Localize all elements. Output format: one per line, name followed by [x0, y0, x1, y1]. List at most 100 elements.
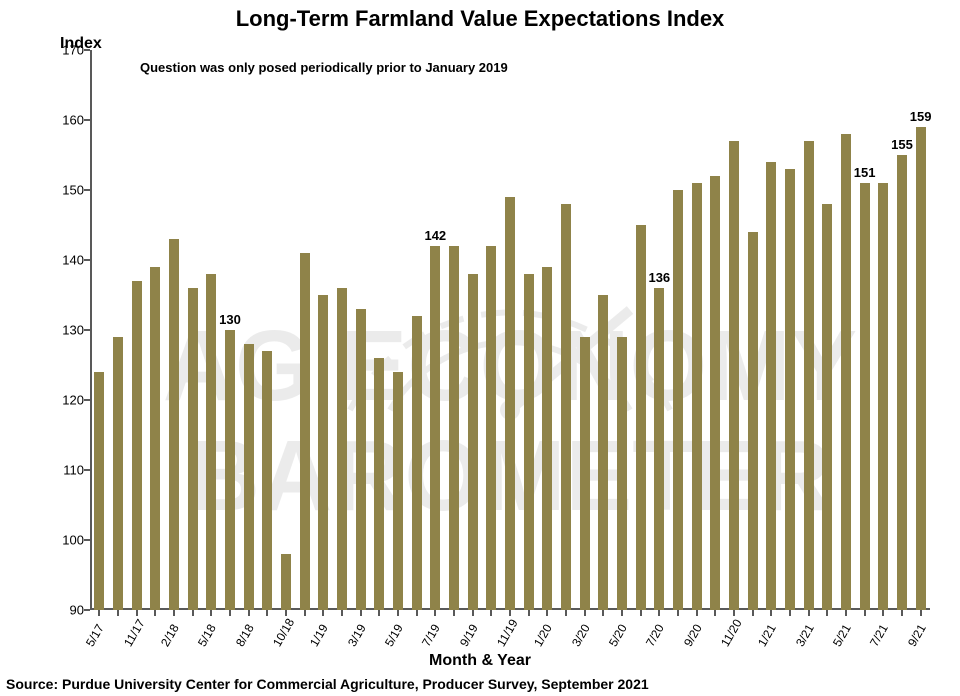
x-tick-mark	[845, 610, 847, 616]
x-tick-label: 1/21	[755, 622, 779, 649]
x-tick-label: 5/20	[606, 622, 630, 649]
bar	[188, 288, 198, 610]
x-tick-mark	[546, 610, 548, 616]
y-tick-mark	[84, 119, 90, 121]
x-tick-label: 9/20	[681, 622, 705, 649]
x-tick-mark	[621, 610, 623, 616]
x-tick-label: 3/20	[569, 622, 593, 649]
x-tick-mark	[714, 610, 716, 616]
x-tick-mark	[696, 610, 698, 616]
bar	[281, 554, 291, 610]
x-tick-mark	[248, 610, 250, 616]
x-tick-mark	[453, 610, 455, 616]
y-tick-mark	[84, 609, 90, 611]
x-axis-title: Month & Year	[0, 652, 960, 670]
bar	[916, 127, 926, 610]
x-tick-mark	[920, 610, 922, 616]
x-tick-mark	[154, 610, 156, 616]
x-tick-label: 7/21	[867, 622, 891, 649]
x-tick-mark	[98, 610, 100, 616]
x-tick-mark	[528, 610, 530, 616]
y-tick-mark	[84, 469, 90, 471]
x-tick-mark	[378, 610, 380, 616]
x-tick-mark	[117, 610, 119, 616]
x-tick-label: 7/20	[643, 622, 667, 649]
bar	[430, 246, 440, 610]
bar-value-label: 142	[424, 228, 446, 243]
bar	[318, 295, 328, 610]
x-tick-mark	[677, 610, 679, 616]
bar	[505, 197, 515, 610]
x-tick-mark	[509, 610, 511, 616]
bar	[132, 281, 142, 610]
y-tick-mark	[84, 399, 90, 401]
x-tick-mark	[285, 610, 287, 616]
x-tick-mark	[752, 610, 754, 616]
y-tick-label: 90	[70, 603, 84, 618]
bar	[374, 358, 384, 610]
x-tick-label: 10/18	[270, 616, 297, 649]
bar	[766, 162, 776, 610]
x-tick-label: 1/19	[307, 622, 331, 649]
y-tick-mark	[84, 189, 90, 191]
x-tick-label: 9/21	[905, 622, 929, 649]
x-tick-mark	[882, 610, 884, 616]
bar-value-label: 151	[854, 165, 876, 180]
chart-title: Long-Term Farmland Value Expectations In…	[0, 6, 960, 32]
bar	[244, 344, 254, 610]
x-tick-label: 1/20	[531, 622, 555, 649]
x-tick-label: 5/18	[195, 622, 219, 649]
y-tick-label: 170	[62, 43, 84, 58]
bar	[206, 274, 216, 610]
x-tick-label: 5/21	[830, 622, 854, 649]
x-tick-label: 7/19	[419, 622, 443, 649]
x-tick-mark	[901, 610, 903, 616]
bar	[673, 190, 683, 610]
x-tick-mark	[770, 610, 772, 616]
x-tick-mark	[360, 610, 362, 616]
bar	[561, 204, 571, 610]
bar	[598, 295, 608, 610]
bar	[748, 232, 758, 610]
bar	[337, 288, 347, 610]
bar	[393, 372, 403, 610]
bar	[654, 288, 664, 610]
x-tick-label: 8/18	[233, 622, 257, 649]
y-tick-mark	[84, 539, 90, 541]
x-tick-mark	[490, 610, 492, 616]
x-tick-mark	[416, 610, 418, 616]
bar	[412, 316, 422, 610]
bar	[692, 183, 702, 610]
bar	[804, 141, 814, 610]
bar	[449, 246, 459, 610]
x-tick-mark	[304, 610, 306, 616]
bar	[262, 351, 272, 610]
chart-source: Source: Purdue University Center for Com…	[6, 676, 649, 692]
x-tick-label: 11/17	[121, 617, 148, 649]
x-tick-label: 11/20	[718, 617, 745, 649]
bar	[356, 309, 366, 610]
bar	[636, 225, 646, 610]
bar	[729, 141, 739, 610]
x-tick-label: 3/21	[793, 622, 817, 649]
x-tick-mark	[584, 610, 586, 616]
x-tick-label: 9/19	[457, 622, 481, 649]
bar	[860, 183, 870, 610]
x-tick-mark	[266, 610, 268, 616]
bar	[822, 204, 832, 610]
x-tick-mark	[192, 610, 194, 616]
x-tick-mark	[602, 610, 604, 616]
x-tick-label: 11/19	[494, 617, 521, 649]
x-tick-mark	[640, 610, 642, 616]
x-tick-mark	[397, 610, 399, 616]
chart-container: AG ECONOMY BAROMETER Long-Term Farmland …	[0, 0, 960, 696]
bar	[524, 274, 534, 610]
bar	[617, 337, 627, 610]
y-tick-mark	[84, 49, 90, 51]
x-tick-mark	[136, 610, 138, 616]
bar	[785, 169, 795, 610]
x-tick-mark	[322, 610, 324, 616]
x-tick-label: 5/17	[83, 622, 107, 649]
x-tick-mark	[173, 610, 175, 616]
bar	[897, 155, 907, 610]
